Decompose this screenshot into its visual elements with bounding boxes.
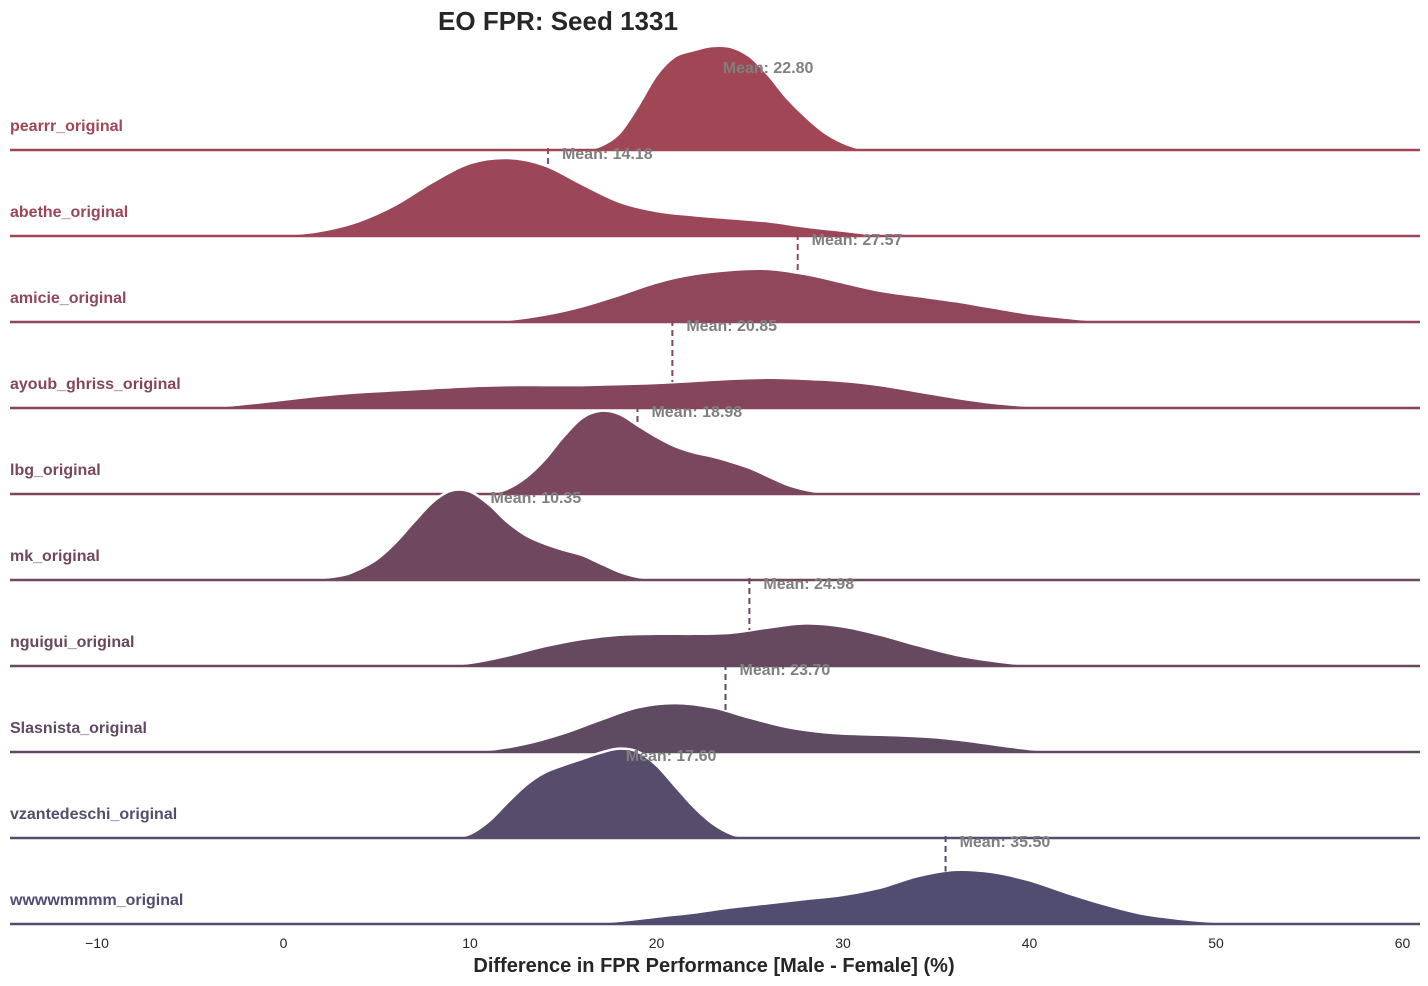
density-area: [470, 268, 1142, 322]
ridge-wwwwmmmm_original: Mean: 35.50 wwwwmmmm_original: [9, 834, 1420, 926]
mean-label: Mean: 35.50: [960, 834, 1051, 851]
density-outline: [469, 267, 1142, 324]
density-outline: [451, 701, 1067, 754]
mean-label: Mean: 14.18: [562, 146, 653, 163]
ridge-abethe_original: Mean: 14.18 abethe_original: [10, 146, 1420, 238]
density-area: [302, 489, 676, 580]
series-label: vzantedeschi_original: [10, 806, 177, 823]
ridges-group: Mean: 22.80 pearrr_original Mean: 14.18 abe…: [9, 44, 1420, 926]
series-label: mk_original: [10, 548, 100, 565]
series-label: Slasnista_original: [10, 720, 147, 737]
ridge-lbg_original: Mean: 18.98 lbg_original: [10, 404, 1420, 496]
mean-label: Mean: 23.70: [740, 662, 831, 679]
density-outline: [488, 409, 844, 496]
density-area: [171, 377, 1067, 408]
x-axis-label: Difference in FPR Performance [Male - Fe…: [473, 955, 954, 977]
x-tick-label: 40: [1022, 935, 1038, 951]
density-outline: [171, 376, 1067, 410]
density-area: [581, 45, 871, 150]
x-tick-label: 0: [280, 935, 288, 951]
ridge-mk_original: Mean: 10.35 mk_original: [10, 488, 1420, 582]
x-tick-label: 10: [462, 935, 478, 951]
ridge-nguigui_original: Mean: 24.98 nguigui_original: [10, 576, 1420, 668]
series-label: lbg_original: [10, 462, 101, 479]
density-area: [246, 157, 899, 236]
density-area: [451, 748, 750, 838]
density-outline: [246, 156, 899, 238]
density-outline: [451, 747, 751, 840]
chart-title: EO FPR: Seed 1331: [438, 6, 678, 36]
density-area: [488, 410, 843, 494]
mean-label: Mean: 17.60: [626, 748, 717, 765]
series-label: wwwwmmmm_original: [9, 892, 183, 909]
density-area: [581, 869, 1254, 924]
density-area: [432, 623, 1049, 666]
mean-label: Mean: 27.57: [812, 232, 903, 249]
series-label: ayoub_ghriss_original: [10, 376, 181, 393]
x-axis: −10 0 10 20 30 40 50 60: [85, 935, 1410, 951]
mean-label: Mean: 20.85: [686, 318, 777, 335]
series-label: nguigui_original: [10, 634, 134, 651]
density-outline: [432, 622, 1049, 668]
density-outline: [581, 44, 872, 152]
ridge-vzantedeschi_original: Mean: 17.60 vzantedeschi_original: [10, 747, 1420, 840]
x-tick-label: 20: [649, 935, 665, 951]
ridge-pearrr_original: Mean: 22.80 pearrr_original: [10, 44, 1420, 152]
series-label: amicie_original: [10, 290, 127, 307]
series-label: abethe_original: [10, 204, 128, 221]
x-tick-label: 30: [835, 935, 851, 951]
ridge-Slasnista_original: Mean: 23.70 Slasnista_original: [10, 662, 1420, 754]
mean-label: Mean: 22.80: [723, 60, 814, 77]
density-area: [451, 703, 1067, 752]
mean-label: Mean: 18.98: [651, 404, 742, 421]
x-tick-label: 60: [1395, 935, 1411, 951]
mean-label: Mean: 24.98: [763, 576, 854, 593]
density-outline: [301, 488, 676, 582]
x-tick-label: −10: [85, 935, 109, 951]
density-outline: [581, 868, 1254, 926]
ridge-amicie_original: Mean: 27.57 amicie_original: [10, 232, 1420, 324]
x-tick-label: 50: [1208, 935, 1224, 951]
mean-label: Mean: 10.35: [491, 490, 582, 507]
ridge-ayoub_ghriss_original: Mean: 20.85 ayoub_ghriss_original: [10, 318, 1420, 410]
series-label: pearrr_original: [10, 118, 123, 135]
